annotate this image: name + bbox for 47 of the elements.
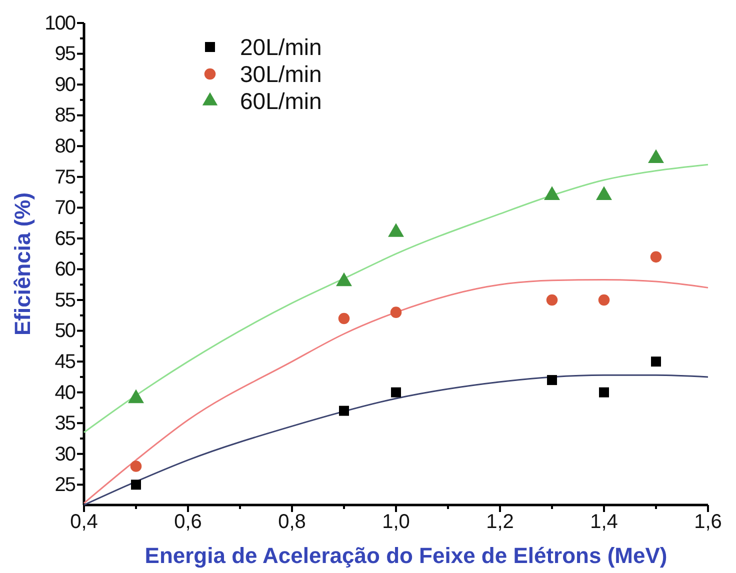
legend-label: 20L/min	[240, 34, 322, 60]
y-tick-label: 100	[44, 12, 76, 34]
point	[544, 186, 560, 200]
y-tick-label: 65	[54, 228, 76, 250]
point	[130, 460, 142, 472]
point	[599, 387, 609, 398]
y-tick-label: 75	[54, 166, 76, 188]
y-tick-label: 35	[54, 412, 76, 435]
y-tick-label: 50	[54, 320, 76, 342]
x-tick-label: 1,6	[694, 511, 722, 534]
legend-label: 30L/min	[240, 61, 322, 87]
point	[651, 356, 661, 367]
y-tick-label: 80	[54, 136, 76, 158]
legend-label: 60L/min	[240, 88, 322, 114]
point	[390, 306, 402, 318]
point	[546, 294, 558, 306]
point	[547, 375, 557, 386]
y-tick-label: 90	[54, 74, 76, 96]
point	[596, 186, 612, 200]
y-tick-label: 55	[54, 289, 76, 312]
point	[598, 294, 610, 306]
line-series	[83, 164, 709, 434]
point	[650, 251, 662, 263]
x-tick-label: 1,2	[486, 511, 514, 534]
y-tick-label: 60	[54, 258, 76, 281]
line-series	[83, 278, 709, 504]
point	[338, 312, 350, 324]
y-tick-label: 25	[54, 474, 76, 496]
x-tick-label: 1,0	[382, 511, 410, 534]
y-tick-label: 70	[54, 197, 76, 220]
y-tick-label: 30	[54, 443, 76, 466]
x-tick-label: 0,8	[278, 511, 306, 534]
point	[391, 387, 401, 398]
y-tick-label: 45	[54, 350, 76, 373]
y-tick-label: 85	[54, 104, 76, 127]
x-tick-label: 0,6	[174, 511, 202, 534]
point	[648, 149, 664, 164]
x-tick-label: 1,4	[590, 511, 618, 534]
point	[131, 480, 141, 490]
y-tick-label: 40	[54, 382, 76, 404]
x-tick-label: 0,4	[70, 511, 98, 534]
point	[339, 406, 349, 416]
y-axis-title: Eficiência (%)	[10, 192, 35, 336]
point	[336, 272, 352, 286]
x-axis-title: Energia de Aceleração do Feixe de Elétrons (MeV)	[144, 543, 668, 568]
point	[388, 223, 404, 237]
y-tick-label: 95	[54, 43, 76, 66]
